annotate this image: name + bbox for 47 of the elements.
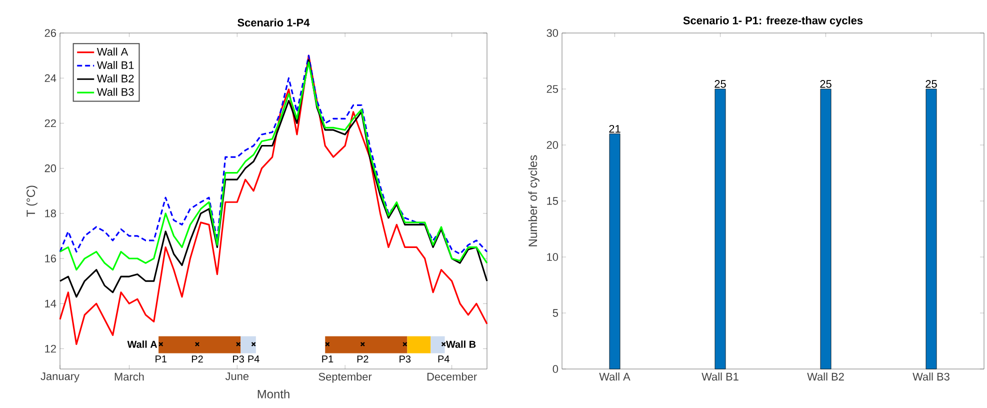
legend-label: Wall B2 [96, 74, 134, 82]
y-axis-title: Number of cycles [528, 155, 540, 246]
y-tick-label: 0 [552, 365, 558, 373]
data-label: 25 [714, 80, 726, 88]
chart-title: Scenario 1-P4 [238, 18, 310, 27]
y-tick-label: 22 [44, 119, 56, 128]
x-tick-label: September [318, 372, 372, 383]
x-tick-label: Wall B1 [702, 372, 738, 381]
y-tick-label: 25 [546, 85, 558, 93]
y-tick-label: 24 [44, 74, 56, 82]
annotation: P3 [400, 356, 411, 363]
x-tick-label: Wall A [599, 372, 630, 381]
x-tick-label: March [114, 372, 144, 381]
annotation: Wall A [127, 340, 158, 348]
legend-label: Wall A [96, 48, 128, 56]
y-tick-label: 16 [45, 254, 56, 262]
data-label: 25 [926, 80, 937, 88]
x-tick-label: Wall B2 [807, 372, 844, 381]
data-label: 21 [609, 124, 620, 133]
y-tick-label: 18 [45, 210, 56, 218]
y-tick-label: 30 [546, 29, 558, 37]
y-tick-label: 20 [44, 164, 56, 172]
x-tick-label: Wall B3 [912, 372, 950, 381]
y-tick-label: 14 [45, 300, 56, 308]
y-tick-label: 15 [547, 197, 558, 205]
y-tick-label: 10 [547, 253, 558, 261]
annotation: Wall B [446, 340, 476, 348]
y-axis-title: T (°C) [26, 186, 38, 217]
annotation: P4 [438, 356, 450, 362]
annotation: P3 [233, 356, 244, 363]
x-tick-label: June [225, 372, 249, 380]
y-tick-label: 20 [546, 141, 558, 149]
y-tick-label: 26 [44, 29, 56, 37]
annotation: P2 [357, 356, 368, 362]
x-tick-label: January [40, 372, 80, 382]
annotation: P2 [192, 356, 203, 362]
annotation: P1 [322, 356, 334, 362]
annotation: P4 [248, 356, 260, 362]
data-label: 25 [820, 80, 832, 88]
chart-title: Scenario 1- P1: freeze-thaw cycles [683, 16, 863, 26]
legend-label: Wall B1 [96, 60, 134, 70]
x-tick-label: December [427, 372, 477, 381]
y-tick-label: 5 [552, 309, 558, 317]
legend-label: Wall B3 [96, 88, 134, 96]
x-axis-title: Month [258, 390, 290, 398]
annotation: P1 [156, 356, 166, 362]
y-tick-label: 12 [45, 344, 56, 353]
